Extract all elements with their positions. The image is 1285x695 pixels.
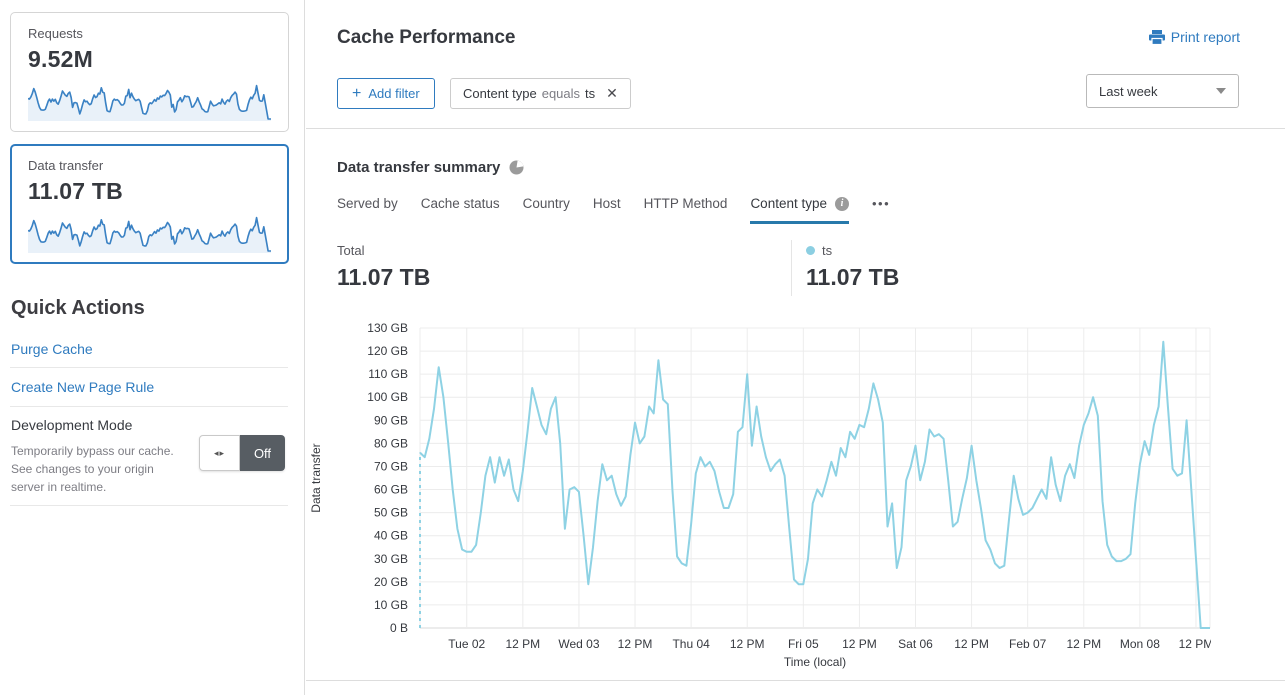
tab-cache-status[interactable]: Cache status <box>420 196 500 211</box>
requests-sparkline-chart <box>28 84 271 121</box>
svg-text:130 GB: 130 GB <box>367 321 408 335</box>
legend-value: 11.07 TB <box>806 264 900 290</box>
svg-text:Fri 05: Fri 05 <box>788 637 819 651</box>
requests-card-label: Requests <box>28 26 83 41</box>
development-mode-title: Development Mode <box>11 417 133 433</box>
filter-chip-field: Content type <box>463 86 537 101</box>
svg-text:110 GB: 110 GB <box>368 367 408 381</box>
tab-host[interactable]: Host <box>592 196 621 211</box>
svg-text:Thu 04: Thu 04 <box>672 637 710 651</box>
plus-icon: + <box>352 84 362 102</box>
summary-title-row: Data transfer summary <box>337 159 524 176</box>
divider <box>10 505 288 506</box>
sidebar: Requests 9.52M Data transfer 11.07 TB Qu… <box>0 0 305 695</box>
tab-http-method[interactable]: HTTP Method <box>643 196 728 211</box>
filter-chip-operator: equals <box>541 86 581 101</box>
print-report-label: Print report <box>1170 29 1240 45</box>
svg-text:12 PM: 12 PM <box>842 637 877 651</box>
data-transfer-card-value: 11.07 TB <box>28 178 123 204</box>
svg-text:12 PM: 12 PM <box>505 637 540 651</box>
svg-text:90 GB: 90 GB <box>374 413 408 427</box>
svg-text:Feb 07: Feb 07 <box>1009 637 1047 651</box>
total-value: 11.07 TB <box>337 264 431 290</box>
data-transfer-card-label: Data transfer <box>28 158 104 173</box>
svg-text:80 GB: 80 GB <box>374 436 408 450</box>
divider <box>10 406 288 407</box>
svg-text:Sat 06: Sat 06 <box>898 637 933 651</box>
svg-text:30 GB: 30 GB <box>374 552 408 566</box>
divider <box>10 367 288 368</box>
info-icon[interactable]: i <box>835 196 849 211</box>
page-title: Cache Performance <box>337 27 516 48</box>
toggle-state-label: Off <box>240 435 285 471</box>
tab-served-by[interactable]: Served by <box>337 196 398 211</box>
svg-text:Mon 08: Mon 08 <box>1120 637 1160 651</box>
svg-text:Tue 02: Tue 02 <box>448 637 485 651</box>
legend-item-ts[interactable]: ts <box>806 243 832 258</box>
data-transfer-sparkline-chart <box>28 216 271 253</box>
time-range-value: Last week <box>1099 83 1158 99</box>
svg-text:12 PM: 12 PM <box>1066 637 1101 651</box>
data-transfer-chart[interactable]: 0 B 10 GB 20 GB 30 GB 40 GB 50 GB 60 GB 70 GB 80… <box>306 315 1211 680</box>
purge-cache-link[interactable]: Purge Cache <box>11 341 93 357</box>
print-report-link[interactable]: Print report <box>1148 29 1240 45</box>
svg-text:Data transfer: Data transfer <box>309 443 323 512</box>
svg-text:100 GB: 100 GB <box>367 390 408 404</box>
tab-content-type-label: Content type <box>750 196 827 211</box>
legend-name: ts <box>822 243 833 258</box>
svg-text:Wed 03: Wed 03 <box>558 637 599 651</box>
remove-filter-icon[interactable]: ✕ <box>606 85 618 101</box>
quick-actions-title: Quick Actions <box>11 297 145 319</box>
printer-icon <box>1148 29 1165 45</box>
add-filter-button[interactable]: + Add filter <box>337 78 435 109</box>
development-mode-description: Temporarily bypass our cache. See change… <box>11 444 174 494</box>
divider <box>306 680 1285 681</box>
summary-tabs: Served by Cache status Country Host HTTP… <box>337 196 890 224</box>
chevron-down-icon <box>1216 88 1226 94</box>
svg-text:120 GB: 120 GB <box>367 344 408 358</box>
tab-country[interactable]: Country <box>522 196 570 211</box>
data-transfer-card[interactable]: Data transfer 11.07 TB <box>10 144 289 264</box>
svg-text:12 PM: 12 PM <box>618 637 653 651</box>
divider <box>791 240 792 296</box>
requests-card-value: 9.52M <box>28 46 93 72</box>
main-content: Cache Performance Print report + Add fil… <box>306 0 1285 695</box>
svg-text:50 GB: 50 GB <box>374 506 408 520</box>
summary-title: Data transfer summary <box>337 159 501 176</box>
tab-content-type[interactable]: Content type i <box>750 196 849 224</box>
svg-text:40 GB: 40 GB <box>374 529 408 543</box>
svg-text:10 GB: 10 GB <box>374 598 408 612</box>
svg-text:12 PM: 12 PM <box>730 637 765 651</box>
svg-text:Time (local): Time (local) <box>784 655 846 669</box>
svg-text:60 GB: 60 GB <box>374 483 408 497</box>
add-filter-label: Add filter <box>368 86 420 101</box>
toggle-arrows-icon: ◂▸ <box>199 435 240 471</box>
pie-chart-icon <box>509 160 524 175</box>
svg-text:0 B: 0 B <box>390 621 408 635</box>
create-page-rule-link[interactable]: Create New Page Rule <box>11 379 155 395</box>
legend-dot-icon <box>806 246 815 255</box>
more-options-icon[interactable]: ••• <box>872 196 891 211</box>
filter-chip: Content type equals ts ✕ <box>450 78 631 109</box>
development-mode-toggle[interactable]: ◂▸ Off <box>199 435 285 471</box>
total-label: Total <box>337 243 365 258</box>
svg-text:20 GB: 20 GB <box>374 575 408 589</box>
svg-text:12 PM: 12 PM <box>1179 637 1211 651</box>
svg-text:12 PM: 12 PM <box>954 637 989 651</box>
filter-chip-value: ts <box>585 86 596 101</box>
time-range-select[interactable]: Last week <box>1086 74 1239 108</box>
svg-text:70 GB: 70 GB <box>374 459 408 473</box>
divider <box>306 128 1285 129</box>
requests-card[interactable]: Requests 9.52M <box>10 12 289 132</box>
